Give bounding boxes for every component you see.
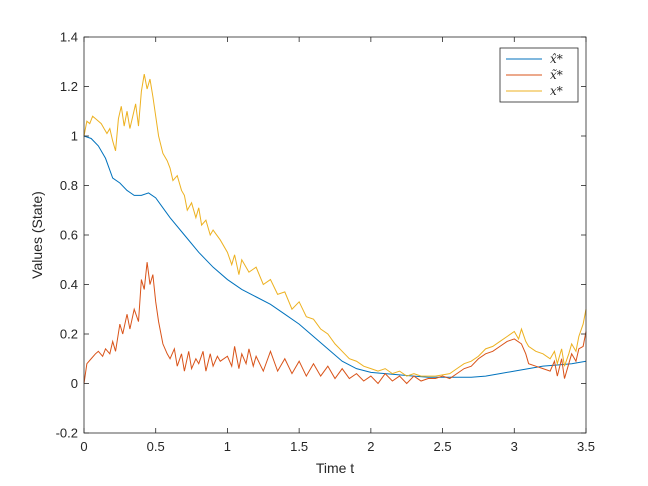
y-tick-label: 1.4 (60, 30, 78, 45)
series-line-3 (83, 74, 587, 377)
series-lines (83, 74, 587, 385)
x-axis-label: Time t (316, 460, 354, 476)
y-tick-label: 1 (71, 129, 78, 144)
y-ticks: -0.2 0 0.2 0.4 0.6 0.8 1 1.2 1.4 (56, 30, 586, 441)
legend: x̂* x̃* x* (499, 47, 579, 103)
legend-label-1: x̂* (550, 52, 563, 66)
x-ticks: 0 0.5 1 1.5 2 2.5 3 3.5 (80, 37, 595, 454)
x-tick-label: 2.5 (434, 439, 452, 454)
series-line-2 (83, 262, 587, 385)
y-tick-label: 0.8 (60, 178, 78, 193)
y-tick-label: -0.2 (56, 426, 78, 441)
x-tick-label: 3.5 (577, 439, 595, 454)
legend-label-3: x* (550, 84, 563, 98)
x-tick-label: 2 (367, 439, 374, 454)
y-axis-label: Values (State) (29, 191, 45, 279)
y-tick-label: 1.2 (60, 79, 78, 94)
y-tick-label: 0.2 (60, 327, 78, 342)
x-tick-label: 3 (511, 439, 518, 454)
x-tick-label: 0 (80, 439, 87, 454)
series-line-1 (83, 135, 587, 378)
y-tick-label: 0.6 (60, 228, 78, 243)
y-tick-label: 0 (71, 376, 78, 391)
plot-area (84, 37, 586, 433)
x-tick-label: 1 (224, 439, 231, 454)
y-tick-label: 0.4 (60, 277, 78, 292)
x-tick-label: 1.5 (290, 439, 308, 454)
x-tick-label: 0.5 (147, 439, 165, 454)
legend-label-2: x̃* (550, 68, 563, 82)
